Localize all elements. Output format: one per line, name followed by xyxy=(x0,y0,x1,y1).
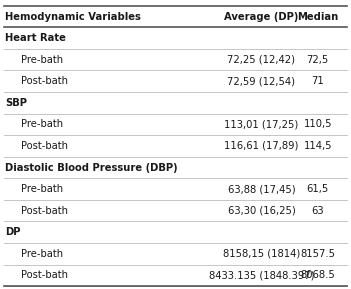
Text: 72,25 (12,42): 72,25 (12,42) xyxy=(227,55,296,65)
Text: Post-bath: Post-bath xyxy=(21,76,68,86)
Text: Post-bath: Post-bath xyxy=(21,141,68,151)
Text: 63,88 (17,45): 63,88 (17,45) xyxy=(228,184,295,194)
Text: 63,30 (16,25): 63,30 (16,25) xyxy=(227,206,296,216)
Text: 110,5: 110,5 xyxy=(303,119,332,129)
Text: Pre-bath: Pre-bath xyxy=(21,55,63,65)
Text: Pre-bath: Pre-bath xyxy=(21,119,63,129)
Text: Diastolic Blood Pressure (DBP): Diastolic Blood Pressure (DBP) xyxy=(5,162,178,173)
Text: 72,5: 72,5 xyxy=(306,55,329,65)
Text: 113,01 (17,25): 113,01 (17,25) xyxy=(224,119,299,129)
Text: SBP: SBP xyxy=(5,98,27,108)
Text: 8158,15 (1814): 8158,15 (1814) xyxy=(223,249,300,259)
Text: DP: DP xyxy=(5,227,21,237)
Text: 114,5: 114,5 xyxy=(303,141,332,151)
Text: Average (DP): Average (DP) xyxy=(224,12,299,22)
Text: 63: 63 xyxy=(311,206,324,216)
Text: Median: Median xyxy=(297,12,338,22)
Text: 116,61 (17,89): 116,61 (17,89) xyxy=(224,141,299,151)
Text: Pre-bath: Pre-bath xyxy=(21,184,63,194)
Text: 61,5: 61,5 xyxy=(306,184,329,194)
Text: Post-bath: Post-bath xyxy=(21,206,68,216)
Text: Hemodynamic Variables: Hemodynamic Variables xyxy=(5,12,141,22)
Text: Heart Rate: Heart Rate xyxy=(5,33,66,43)
Text: 8157.5: 8157.5 xyxy=(300,249,335,259)
Text: 8433.135 (1848.397): 8433.135 (1848.397) xyxy=(209,270,314,280)
Text: 71: 71 xyxy=(311,76,324,86)
Text: Post-bath: Post-bath xyxy=(21,270,68,280)
Text: 8068.5: 8068.5 xyxy=(300,270,335,280)
Text: Pre-bath: Pre-bath xyxy=(21,249,63,259)
Text: 72,59 (12,54): 72,59 (12,54) xyxy=(227,76,296,86)
